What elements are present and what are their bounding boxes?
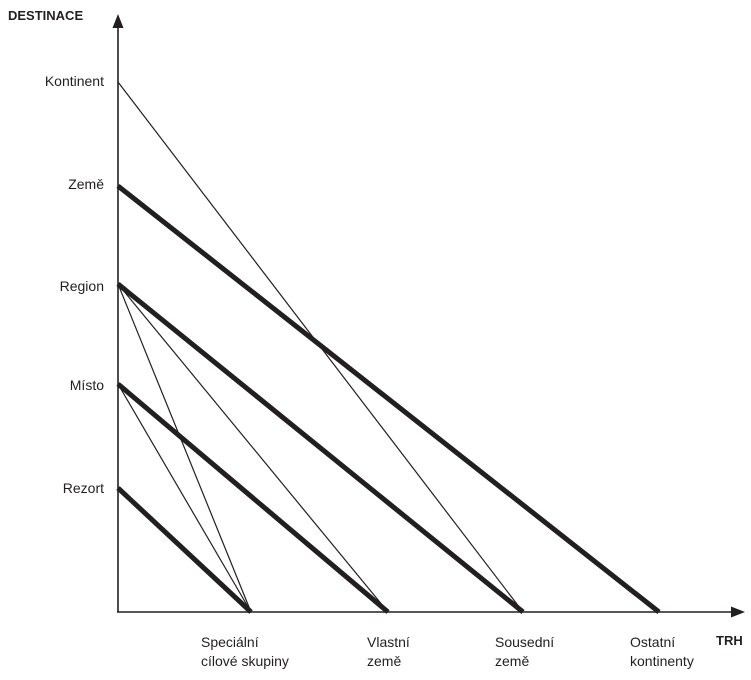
market-label-ostatni-line1: Ostatní — [630, 634, 676, 650]
destination-label-kontinent: Kontinent — [44, 73, 104, 89]
link-zeme-to-ostatni — [116, 184, 661, 614]
link-region-to-sousedni — [116, 282, 525, 614]
y-axis-title: DESTINACE — [8, 8, 84, 23]
destination-label-misto: Místo — [69, 377, 104, 393]
link-misto-to-specialni — [117, 383, 252, 613]
market-label-specialni-line1: Speciální — [201, 634, 259, 650]
links-group — [116, 81, 661, 614]
market-label-vlastni-line2: země — [367, 653, 402, 669]
y-axis-arrowhead — [112, 14, 124, 28]
market-label-specialni-line2: cílové skupiny — [201, 653, 289, 669]
market-label-vlastni-line1: Vlastní — [367, 634, 410, 650]
x-axis-title: TRH — [716, 633, 743, 648]
link-rezort-to-specialni — [116, 486, 253, 614]
market-label-sousedni-line2: země — [495, 653, 530, 669]
destination-label-region: Region — [59, 278, 104, 294]
market-label-sousedni-line1: Sousední — [495, 634, 555, 650]
axes — [112, 14, 745, 618]
link-region-to-vlastni — [117, 283, 389, 613]
x-axis-arrowhead — [731, 606, 745, 618]
link-misto-to-vlastni — [116, 382, 390, 614]
destination-label-rezort: Rezort — [62, 480, 104, 496]
destination-label-zeme: Země — [68, 176, 104, 192]
link-region-to-specialni — [117, 283, 252, 613]
market-label-ostatni-line2: kontinenty — [630, 653, 694, 669]
